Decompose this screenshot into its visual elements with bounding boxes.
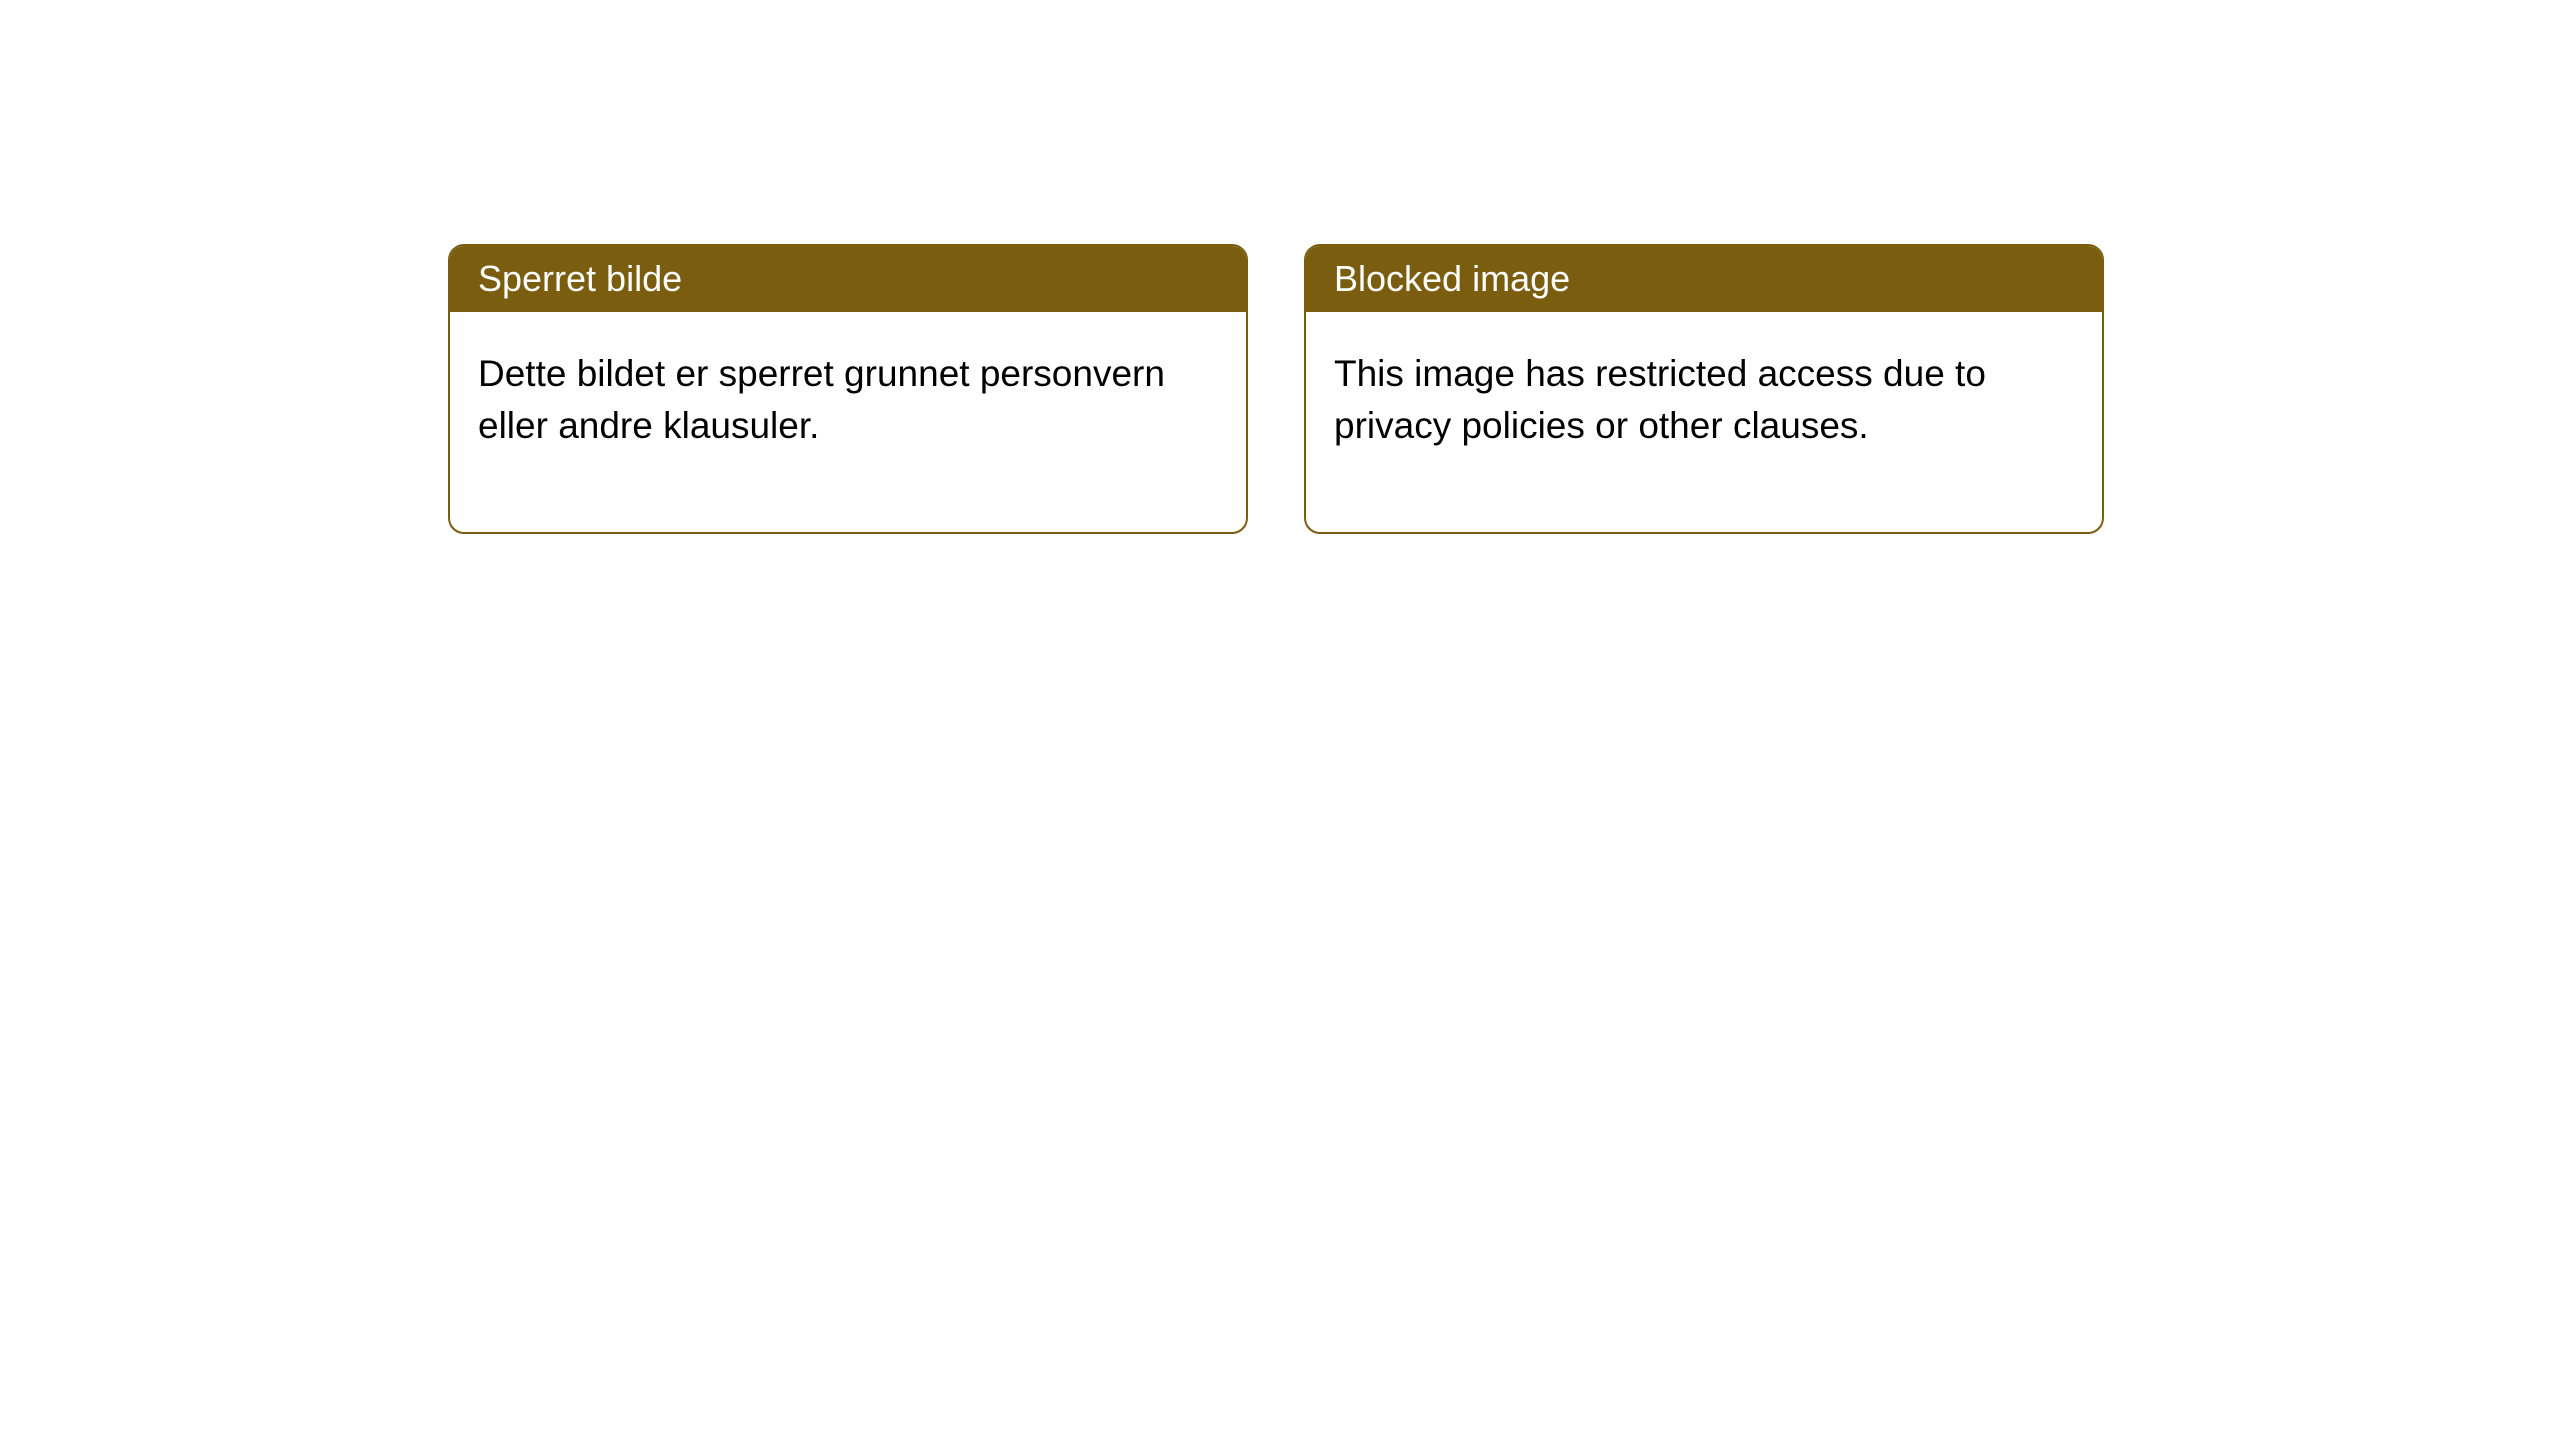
card-body: Dette bildet er sperret grunnet personve… — [450, 312, 1246, 532]
card-body-text: Dette bildet er sperret grunnet personve… — [478, 353, 1165, 446]
notice-card-english: Blocked image This image has restricted … — [1304, 244, 2104, 534]
notice-cards-container: Sperret bilde Dette bildet er sperret gr… — [448, 244, 2104, 534]
notice-card-norwegian: Sperret bilde Dette bildet er sperret gr… — [448, 244, 1248, 534]
card-title: Sperret bilde — [478, 258, 682, 299]
card-header: Sperret bilde — [450, 246, 1246, 312]
card-header: Blocked image — [1306, 246, 2102, 312]
card-title: Blocked image — [1334, 258, 1570, 299]
card-body-text: This image has restricted access due to … — [1334, 353, 1986, 446]
card-body: This image has restricted access due to … — [1306, 312, 2102, 532]
